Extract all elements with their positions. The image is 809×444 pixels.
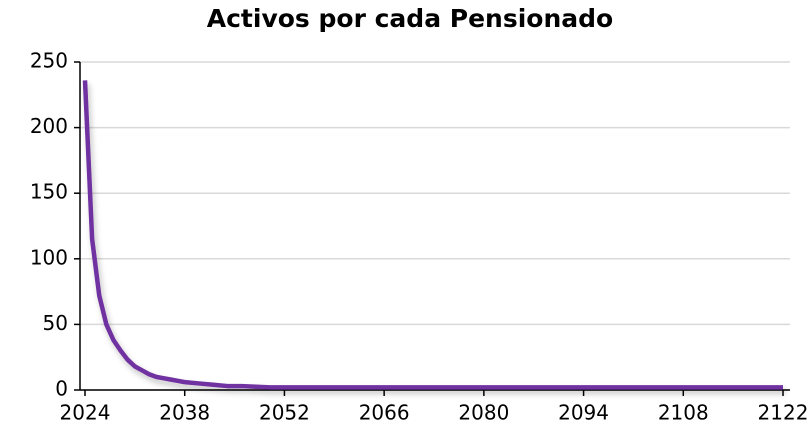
x-tick-label: 2094 bbox=[558, 401, 609, 425]
y-tick-label: 50 bbox=[43, 311, 68, 335]
y-tick-label: 150 bbox=[30, 180, 68, 204]
y-tick-label: 0 bbox=[55, 377, 68, 401]
y-tick-label: 250 bbox=[30, 49, 68, 73]
x-tick-label: 2108 bbox=[658, 401, 709, 425]
y-tick-label: 100 bbox=[30, 245, 68, 269]
data-line bbox=[82, 80, 783, 390]
x-tick-label: 2080 bbox=[458, 401, 509, 425]
x-tick-label: 2052 bbox=[259, 401, 310, 425]
x-tick-label: 2122 bbox=[758, 401, 809, 425]
x-tick-label: 2024 bbox=[60, 401, 111, 425]
x-tick-label: 2038 bbox=[159, 401, 210, 425]
y-tick-label: 200 bbox=[30, 114, 68, 138]
x-tick-label: 2066 bbox=[359, 401, 410, 425]
chart-title: Activos por cada Pensionado bbox=[207, 4, 613, 33]
